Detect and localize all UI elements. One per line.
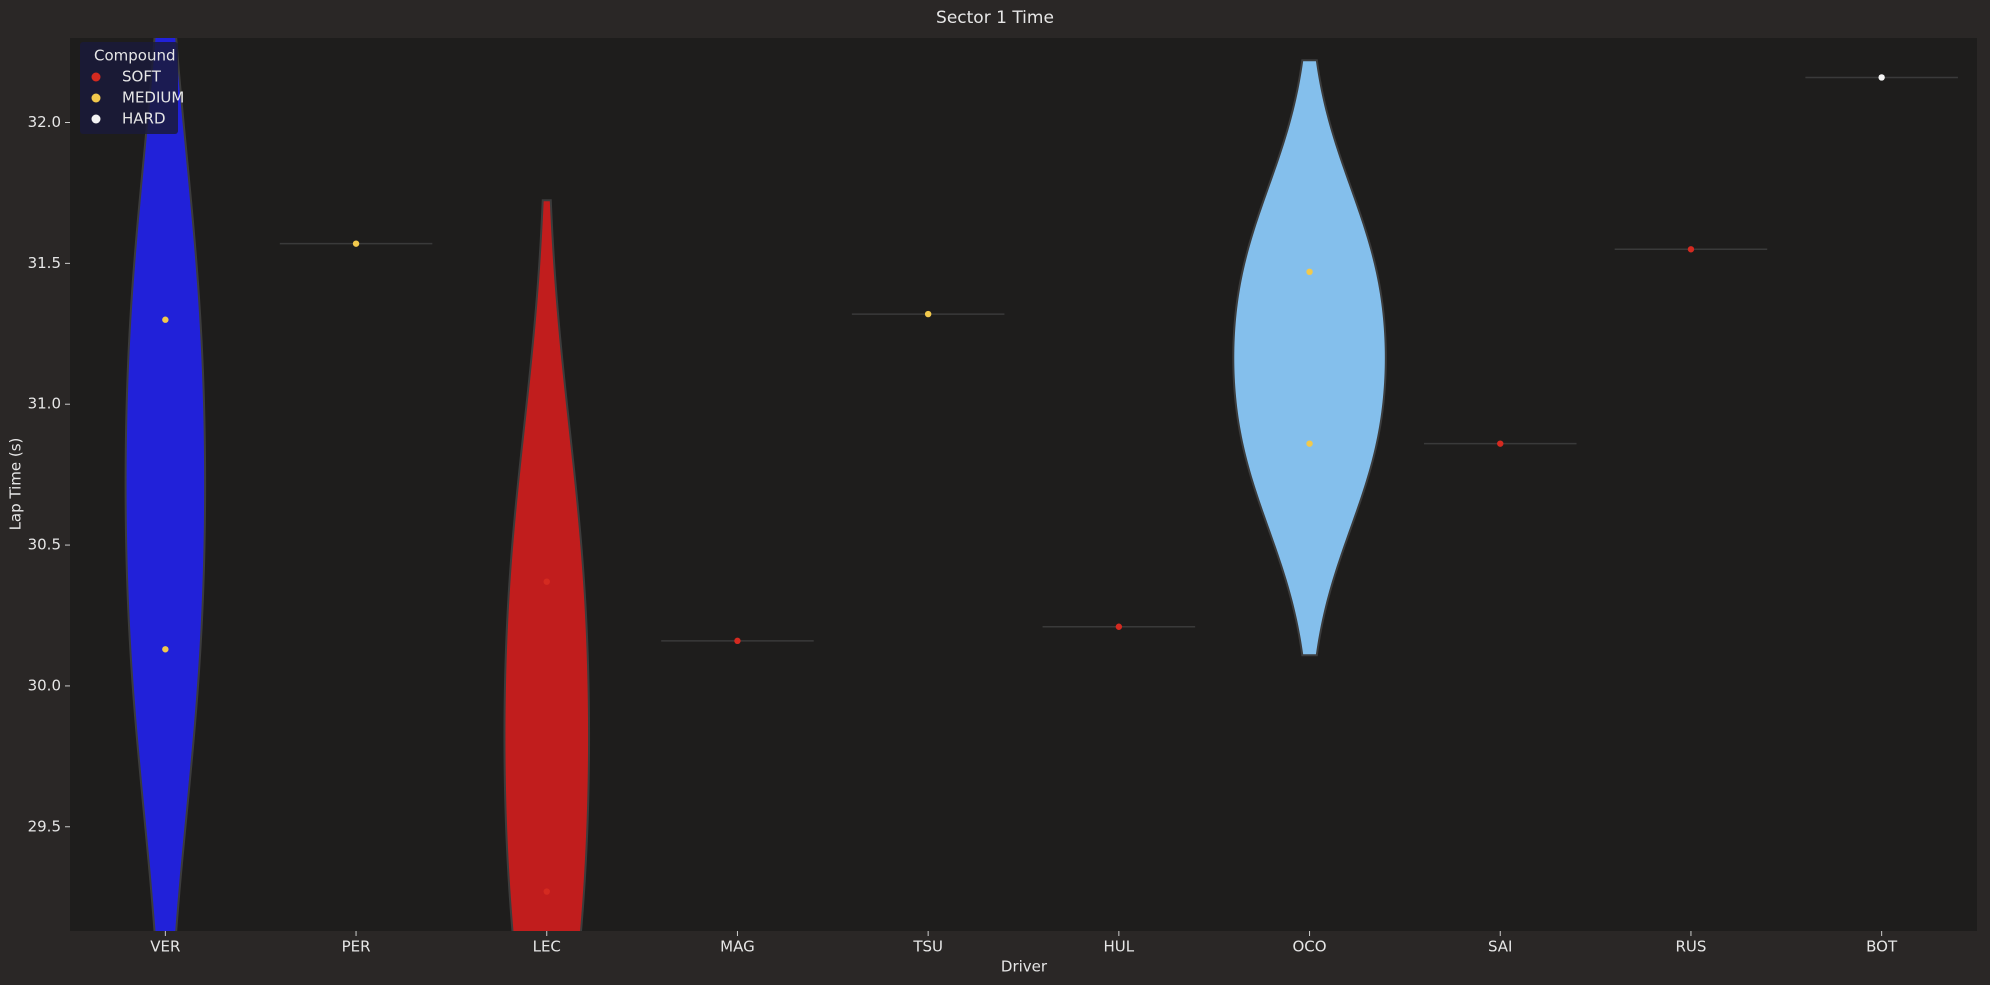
y-axis-label: Lap Time (s) [7, 438, 25, 531]
point [1306, 268, 1313, 276]
legend-label: MEDIUM [122, 89, 184, 107]
x-tick-label: OCO [1293, 938, 1327, 956]
legend-label: HARD [122, 110, 166, 128]
x-axis-label: Driver [1001, 958, 1048, 976]
point [543, 888, 550, 895]
violin [1232, 59, 1387, 657]
y-tick-label: 30.5 [28, 536, 61, 554]
point [1115, 623, 1123, 630]
y-tick-label: 29.5 [28, 817, 61, 835]
x-tick-label: RUS [1675, 938, 1706, 956]
x-tick-label: MAG [720, 938, 755, 956]
point [1306, 440, 1313, 447]
point [734, 637, 741, 645]
point [162, 646, 169, 653]
chart-title: Sector 1 Time [936, 8, 1054, 28]
x-tick-label: TSU [912, 938, 943, 956]
legend-marker [91, 72, 101, 82]
legend-title: Compound [94, 47, 176, 65]
point [1687, 246, 1695, 253]
x-tick-label: BOT [1866, 938, 1898, 956]
x-tick-label: PER [342, 938, 371, 956]
legend-marker [91, 93, 101, 103]
point [543, 578, 550, 585]
violin [503, 199, 591, 931]
x-tick-label: LEC [533, 938, 561, 956]
plot-area [70, 38, 1977, 931]
point-layer [162, 74, 1885, 895]
y-tick-label: 31.0 [28, 395, 61, 413]
violin [124, 38, 207, 931]
legend-box [80, 42, 178, 134]
axes: 29.5 30.0 30.5 31.0 31.5 32.0 VER PER LEC MAG TSU H… [28, 113, 1898, 955]
point [1878, 74, 1885, 81]
point [1497, 440, 1504, 447]
point [352, 240, 360, 247]
y-tick-label: 31.5 [28, 254, 61, 272]
point [162, 316, 169, 323]
legend-label: SOFT [122, 68, 162, 86]
point [924, 310, 932, 318]
x-tick-label: SAI [1488, 938, 1513, 956]
legend: Compound SOFT MEDIUM HARD [80, 42, 184, 134]
violin-layer [124, 38, 1958, 931]
y-tick-label: 30.0 [28, 676, 61, 694]
y-tick-label: 32.0 [28, 113, 61, 131]
x-tick-label: VER [150, 938, 180, 956]
x-tick-label: HUL [1104, 938, 1135, 956]
legend-marker [91, 114, 101, 124]
